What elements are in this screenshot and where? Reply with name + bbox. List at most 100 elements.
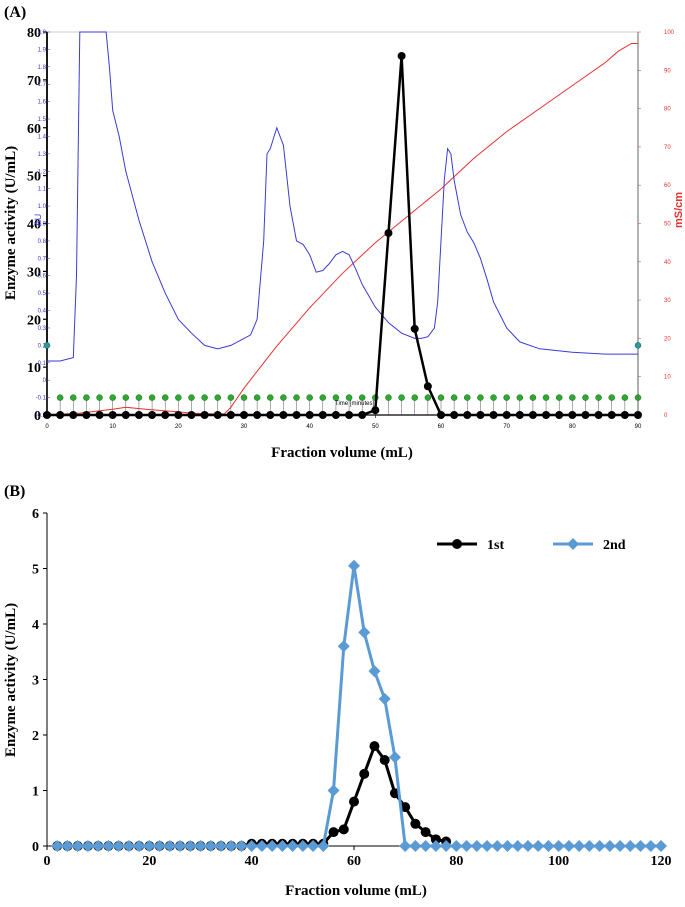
panel-a-au-tick-label: 0.3 (38, 326, 47, 332)
activity-point (607, 411, 616, 419)
activity-point (279, 411, 288, 419)
fraction-marker (477, 394, 484, 401)
activity-line (47, 55, 638, 417)
panel-a-au-tick-label: 1.7 (38, 82, 47, 88)
panel-a-y-tick-label: 20 (27, 313, 41, 328)
data-point-2nd (614, 840, 627, 852)
data-point-2nd (317, 840, 330, 852)
panel-a-au-title: AU (33, 214, 43, 227)
activity-point (437, 411, 445, 419)
panel-a-au-tick-label: 0 (43, 378, 47, 384)
data-point-2nd (501, 840, 514, 852)
series-2nd (51, 559, 667, 852)
panel-a: (A) 0 10 20 30 40 50 60 70 80 9001020304050607080… (3, 4, 685, 461)
panel-a-au-tick-label: 0.2 (38, 343, 47, 349)
panel-b-y-tick-label: 3 (32, 674, 39, 689)
data-point-2nd (419, 840, 432, 852)
panel-a-ms-tick-label: 20 (664, 336, 671, 342)
panel-a-y-tick-label: 40 (27, 218, 41, 233)
fraction-marker (595, 394, 602, 401)
activity-point (345, 411, 354, 419)
panel-a-ms-tick-label: 40 (664, 260, 671, 266)
panel-a-ms-tick-label: 10 (664, 375, 671, 381)
fraction-marker (267, 394, 274, 401)
data-point-2nd (481, 840, 494, 852)
activity-point (292, 411, 301, 419)
data-point-2nd (122, 840, 135, 852)
data-point-1st (420, 827, 431, 838)
activity-point (555, 411, 564, 419)
panel-a-x-tick-label: 60 (438, 424, 445, 430)
activity-point (384, 229, 393, 238)
fraction-marker (148, 394, 156, 401)
legend-marker-1st (452, 539, 462, 549)
panel-b-x-tick-label: 40 (245, 854, 259, 869)
data-point-2nd (521, 840, 534, 852)
activity-point (174, 411, 183, 419)
activity-point (200, 411, 209, 419)
panel-a-ms-title: mS/cm (673, 192, 685, 228)
data-point-2nd (532, 840, 545, 852)
fraction-marker (542, 394, 550, 401)
panel-a-x-tick-label: 0 (45, 424, 49, 430)
data-point-2nd (470, 840, 483, 852)
fraction-marker (385, 394, 392, 401)
panel-a-au-tick-label: 0.1 (38, 361, 47, 367)
fraction-marker (135, 394, 143, 401)
data-point-2nd (409, 840, 422, 852)
data-point-2nd (634, 840, 647, 852)
activity-point (69, 411, 78, 419)
panel-a-au-tick-label: 1.1 (38, 187, 47, 193)
data-point-2nd (225, 840, 238, 852)
data-point-2nd (286, 840, 299, 852)
fraction-marker (398, 394, 405, 401)
data-point-2nd (296, 840, 309, 852)
uv-absorbance-line (47, 31, 638, 362)
panel-a-ms-tick-label: 30 (664, 298, 671, 304)
data-point-1st (379, 754, 390, 765)
panel-a-x-tick-label: 70 (503, 424, 510, 430)
panel-a-ms-tick-label: 90 (664, 68, 671, 74)
activity-point (371, 406, 380, 415)
panel-a-x-tick-label: 80 (569, 424, 576, 430)
activity-point (620, 411, 629, 419)
panel-b-y-tick-label: 6 (32, 507, 39, 522)
data-point-2nd (552, 840, 565, 852)
data-point-2nd (511, 840, 524, 852)
panel-a-y-tick-label: 0 (34, 409, 41, 424)
fraction-marker (70, 394, 77, 401)
panel-b-series (51, 559, 667, 852)
panel-a-ms-tick-label: 100 (664, 30, 675, 36)
panel-b-x-tick-label: 120 (651, 854, 672, 869)
fraction-marker (253, 394, 261, 401)
data-point-2nd (348, 559, 360, 572)
activity-point (489, 411, 498, 419)
data-point-2nd (460, 840, 473, 852)
data-point-2nd (603, 840, 616, 852)
data-point-2nd (583, 840, 596, 852)
fraction-marker (411, 394, 418, 401)
activity-point (187, 411, 196, 419)
data-point-1st (369, 741, 380, 752)
panel-b-x-tick-label: 20 (142, 854, 156, 869)
activity-point (594, 411, 603, 419)
data-point-2nd (399, 840, 412, 852)
fraction-marker (240, 394, 248, 401)
data-point-2nd (163, 840, 176, 852)
panel-b: (B) 0 20 40 60 80 100 120 0 1 2 3 4 5 6 1st 2nd Fract… (3, 483, 672, 899)
data-point-2nd (440, 840, 453, 852)
data-point-2nd (276, 840, 289, 852)
panel-a-au-tick-label: 1.3 (38, 152, 47, 158)
activity-point (108, 411, 117, 419)
fraction-marker (201, 394, 208, 401)
activity-point (542, 411, 551, 419)
data-point-2nd (143, 840, 156, 852)
panel-b-y-tick-label: 1 (32, 785, 39, 800)
data-point-2nd (307, 840, 320, 852)
panel-b-x-tick-label: 80 (449, 854, 463, 869)
activity-point (305, 411, 314, 419)
panel-a-x-tick-label: 40 (306, 424, 313, 430)
fraction-marker (529, 394, 537, 401)
data-point-1st (359, 768, 370, 779)
activity-point (358, 411, 367, 419)
